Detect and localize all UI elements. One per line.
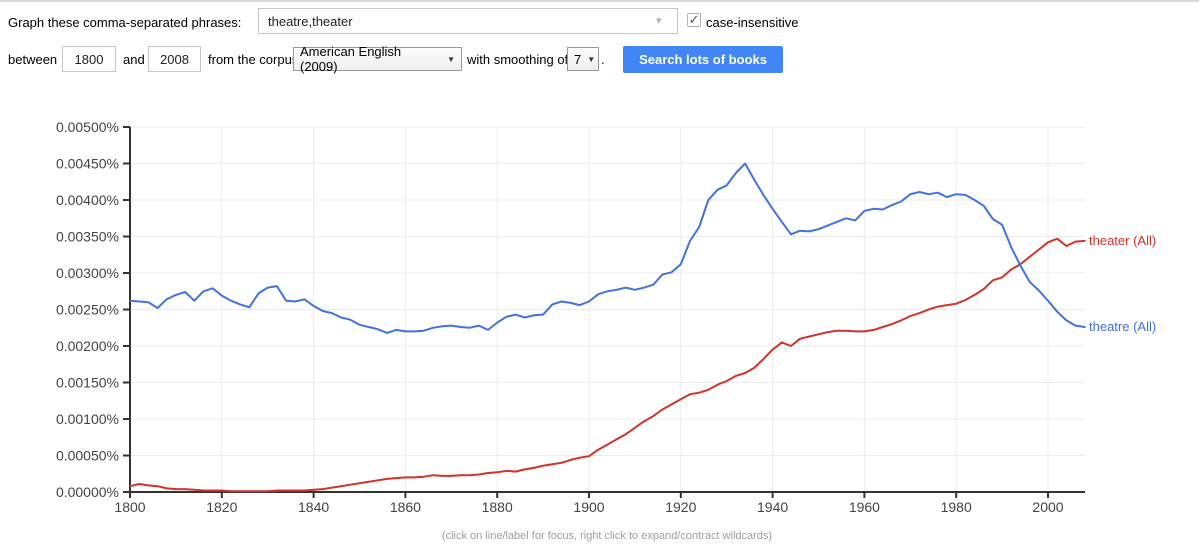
series-label-theatre-all[interactable]: theatre (All) — [1089, 319, 1157, 335]
series-line-theater-all-[interactable] — [129, 237, 1086, 493]
year-end-input[interactable] — [148, 46, 201, 72]
x-tick-label: 1840 — [298, 499, 329, 515]
y-tick-label: 0.00100% — [56, 411, 119, 427]
sentence-period: . — [601, 52, 605, 67]
y-tick-label: 0.00300% — [56, 265, 119, 281]
corpus-selected-value: American English (2009) — [300, 44, 402, 74]
smoothing-label: with smoothing of — [467, 52, 569, 67]
y-tick-label: 0.00350% — [56, 229, 119, 245]
smoothing-select-arrow-icon: ▼ — [587, 54, 596, 64]
y-tick-label: 0.00450% — [56, 156, 119, 172]
x-tick-label: 1880 — [482, 499, 513, 515]
x-tick-label: 1920 — [665, 499, 696, 515]
y-tick-label: 0.00200% — [56, 338, 119, 354]
chart-footnote: (click on line/label for focus, right cl… — [441, 530, 773, 542]
x-tick-label: 2000 — [1032, 499, 1063, 515]
search-button[interactable]: Search lots of books — [623, 46, 783, 73]
series-label-theater-all[interactable]: theater (All) — [1089, 232, 1157, 248]
case-insensitive-label: case-insensitive — [706, 15, 799, 30]
x-tick-label: 1960 — [849, 499, 880, 515]
x-tick-label: 1820 — [206, 499, 237, 515]
y-tick-label: 0.00000% — [56, 484, 119, 500]
case-insensitive-checkbox[interactable]: ✓ — [687, 12, 701, 27]
x-tick-label: 1800 — [114, 499, 145, 515]
year-start-input[interactable] — [62, 46, 116, 72]
x-tick-label: 1940 — [757, 499, 788, 515]
corpus-label: from the corpus — [208, 52, 299, 67]
smoothing-selected-value: 7 — [574, 51, 582, 67]
x-tick-label: 1900 — [573, 499, 604, 515]
phrase-label: Graph these comma-separated phrases: — [8, 15, 242, 30]
between-label: between — [8, 52, 58, 67]
x-tick-label: 1980 — [941, 499, 972, 515]
x-tick-label: 1860 — [390, 499, 421, 515]
phrase-input[interactable] — [258, 8, 678, 34]
series-line-theatre-all-[interactable] — [129, 162, 1086, 334]
corpus-select[interactable]: American English (2009) ▼ — [293, 44, 462, 74]
y-tick-label: 0.00250% — [56, 302, 119, 318]
y-tick-label: 0.00150% — [56, 375, 119, 391]
phrase-dropdown-arrow-icon[interactable]: ▾ — [656, 15, 662, 27]
and-label: and — [123, 52, 145, 67]
smoothing-select[interactable]: 7 ▼ — [567, 47, 599, 71]
corpus-select-arrow-icon: ▼ — [447, 54, 455, 64]
y-tick-label: 0.00500% — [56, 119, 119, 135]
y-tick-label: 0.00400% — [56, 192, 119, 208]
y-tick-label: 0.00050% — [56, 448, 119, 464]
top-divider — [0, 0, 1199, 2]
